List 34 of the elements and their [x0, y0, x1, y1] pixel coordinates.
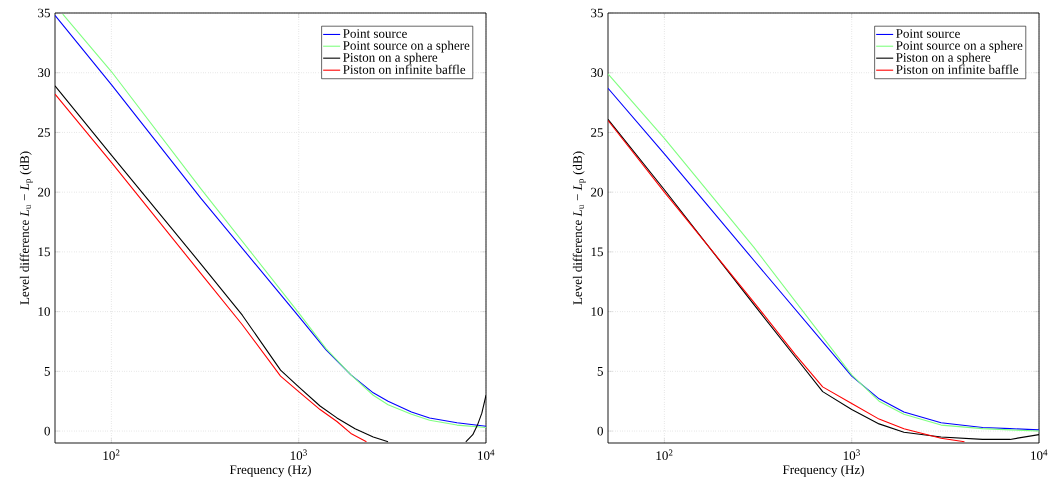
x-tick-label: 10$^{4}$: [1031, 449, 1048, 460]
y-tick-label: 35: [591, 8, 603, 18]
x-axis-title: Frequency (Hz): [229, 464, 311, 477]
legend-label: Piston on a sphere: [343, 52, 438, 65]
y-tick-label: 10: [38, 307, 50, 316]
legend-label: Piston on a sphere: [896, 52, 991, 65]
legend-label: Point source: [343, 29, 407, 38]
y-tick-label: 35: [38, 8, 50, 18]
y-tick-label: 30: [38, 68, 50, 78]
y-axis-title: Level difference L$_{u}$ − L$_{p}$ (dB): [19, 151, 33, 305]
y-tick-label: 20: [38, 187, 50, 197]
y-tick-label: 25: [38, 128, 50, 137]
y-tick-label: 15: [38, 247, 50, 257]
y-tick-label: 5: [44, 367, 50, 376]
y-axis-title: Level difference L$_{u}$ − L$_{p}$ (dB): [572, 151, 586, 305]
y-tick-label: 15: [591, 247, 603, 257]
legend-label: Point source on a sphere: [896, 40, 1023, 53]
x-tick-label: 10$^{2}$: [103, 449, 120, 461]
x-tick-label: 10$^{2}$: [656, 449, 673, 461]
legend-label: Piston on infinite baffle: [896, 64, 1019, 74]
x-tick-label: 10$^{4}$: [478, 449, 495, 460]
y-tick-label: 30: [591, 68, 603, 78]
y-tick-label: 25: [591, 128, 603, 137]
x-tick-label: 10$^{3}$: [843, 449, 860, 461]
y-tick-label: 0: [597, 426, 603, 436]
legend-label: Piston on infinite baffle: [343, 64, 466, 74]
y-tick-label: 10: [591, 307, 603, 316]
y-tick-label: 0: [44, 426, 50, 436]
y-tick-label: 20: [591, 187, 603, 197]
x-tick-label: 10$^{3}$: [290, 449, 307, 461]
legend-label: Point source: [896, 29, 960, 38]
y-tick-label: 5: [597, 367, 603, 376]
x-axis-title: Frequency (Hz): [782, 464, 864, 477]
legend-label: Point source on a sphere: [343, 40, 470, 53]
